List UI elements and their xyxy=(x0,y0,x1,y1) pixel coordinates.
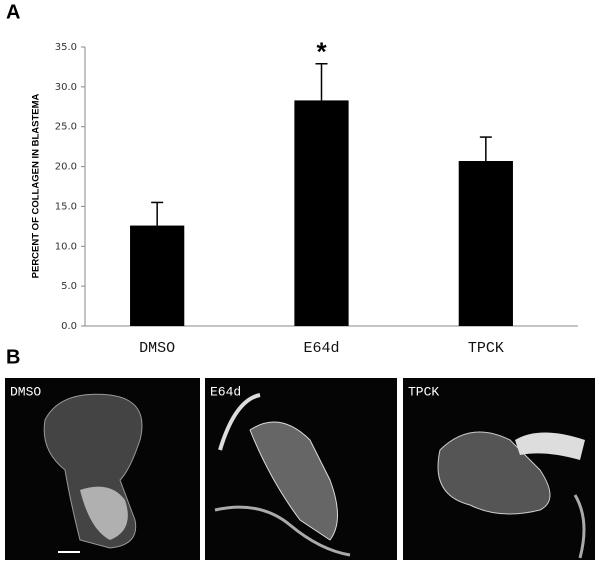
tissue xyxy=(573,494,586,559)
error-bar xyxy=(315,62,328,101)
tissue xyxy=(515,432,585,460)
bar xyxy=(458,160,513,326)
bar xyxy=(294,100,349,326)
tissue xyxy=(249,421,338,541)
x-tick-label: DMSO xyxy=(139,340,175,357)
y-tick-label: 35.0 xyxy=(55,42,77,53)
y-tick-label: 0.0 xyxy=(61,321,77,332)
x-tick-label: TPCK xyxy=(468,340,504,357)
y-tick-label: 20.0 xyxy=(55,162,77,173)
panel-label: B xyxy=(6,346,20,368)
y-tick-label: 5.0 xyxy=(61,281,77,292)
y-tick-label: 30.0 xyxy=(55,82,77,93)
tissue xyxy=(218,393,261,451)
y-tick-label: 25.0 xyxy=(55,122,77,133)
tissue xyxy=(214,505,351,557)
error-bar xyxy=(479,136,492,161)
x-tick-label: E64d xyxy=(303,340,339,357)
bar xyxy=(130,225,185,326)
image-label: DMSO xyxy=(10,384,41,399)
y-tick-label: 10.0 xyxy=(55,241,77,252)
image-label: E64d xyxy=(210,384,241,399)
y-axis-label: PERCENT OF COLLAGEN IN BLASTEMA xyxy=(31,94,42,279)
error-bar xyxy=(151,201,164,226)
annotation: * xyxy=(316,37,327,67)
y-tick-label: 15.0 xyxy=(55,201,77,212)
tissue xyxy=(80,486,128,540)
panel-label: A xyxy=(6,1,20,23)
image-label: TPCK xyxy=(408,384,439,399)
micrographs xyxy=(5,378,595,560)
